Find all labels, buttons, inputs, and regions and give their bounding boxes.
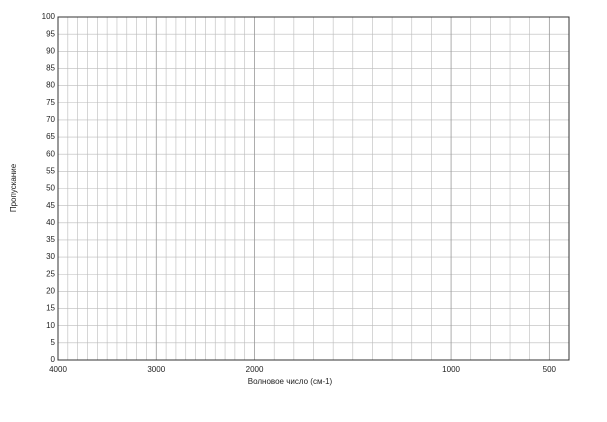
y-tick-label: 50 bbox=[46, 184, 55, 193]
y-tick-label: 15 bbox=[46, 304, 55, 313]
x-tick-label: 4000 bbox=[49, 365, 67, 374]
y-tick-label: 5 bbox=[51, 338, 56, 347]
y-tick-label: 45 bbox=[46, 201, 55, 210]
x-axis-label: Волновое число (см-1) bbox=[248, 377, 333, 386]
y-tick-label: 35 bbox=[46, 235, 55, 244]
x-tick-label: 3000 bbox=[147, 365, 165, 374]
y-tick-label: 10 bbox=[46, 321, 55, 330]
y-tick-label: 90 bbox=[46, 46, 55, 55]
y-tick-label: 0 bbox=[51, 355, 56, 364]
y-tick-label: 25 bbox=[46, 269, 55, 278]
y-tick-label: 55 bbox=[46, 166, 55, 175]
y-tick-label: 85 bbox=[46, 64, 55, 73]
y-axis-label: Пропускание bbox=[9, 163, 18, 212]
plot-frame bbox=[57, 16, 570, 361]
y-tick-label: 75 bbox=[46, 98, 55, 107]
x-tick-label: 2000 bbox=[246, 365, 264, 374]
y-tick-label: 30 bbox=[46, 252, 55, 261]
y-tick-label: 40 bbox=[46, 218, 55, 227]
y-tick-label: 60 bbox=[46, 149, 55, 158]
y-tick-label: 80 bbox=[46, 81, 55, 90]
y-tick-label: 100 bbox=[42, 12, 56, 21]
x-tick-label: 500 bbox=[543, 365, 557, 374]
y-tick-label: 20 bbox=[46, 287, 55, 296]
x-tick-label: 1000 bbox=[442, 365, 460, 374]
y-tick-label: 70 bbox=[46, 115, 55, 124]
y-tick-label: 65 bbox=[46, 132, 55, 141]
y-tick-label: 95 bbox=[46, 29, 55, 38]
